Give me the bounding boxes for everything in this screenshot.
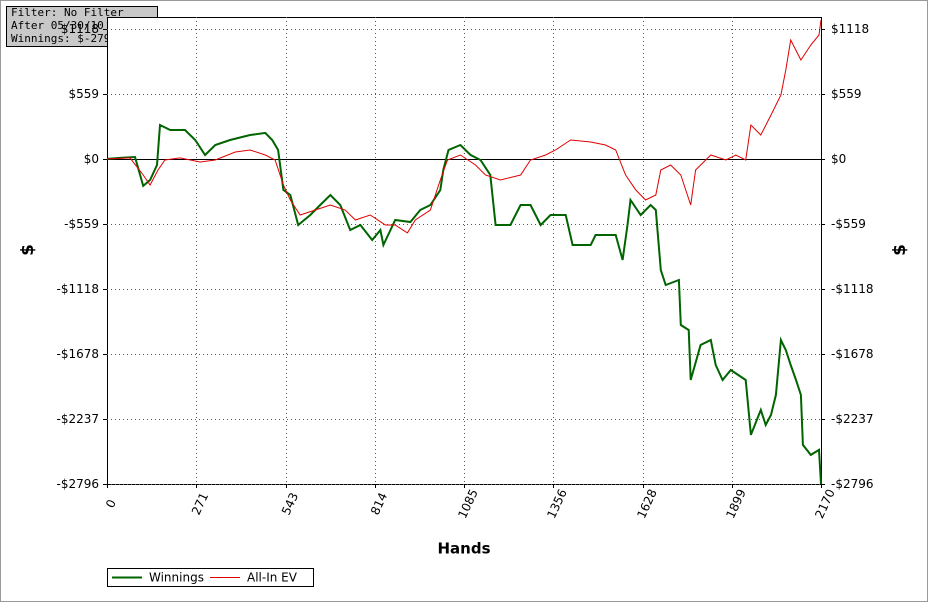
y2-tick-label: $1118	[831, 22, 869, 36]
plot-area	[107, 17, 822, 485]
y2-tick-label: -$2237	[831, 412, 874, 426]
series-line	[106, 19, 822, 234]
series-line	[106, 123, 822, 485]
y2-tick-label: -$1118	[831, 282, 874, 296]
y-tick-label: -$2796	[56, 477, 99, 491]
y-axis-title: $	[18, 244, 38, 256]
y2-tick-label: $0	[831, 152, 846, 166]
x-axis-title: Hands	[437, 540, 490, 558]
y-tick-label: -$1678	[56, 347, 99, 361]
legend-label: Winnings	[149, 571, 204, 585]
y-tick-label: $0	[84, 152, 99, 166]
y2-tick-label: -$1678	[831, 347, 874, 361]
y2-tick-label: -$2796	[831, 477, 874, 491]
y2-tick-label: -$559	[831, 217, 866, 231]
y2-tick-label: $559	[831, 87, 862, 101]
legend-label: All-In EV	[247, 571, 298, 585]
y-tick-label: -$1118	[56, 282, 99, 296]
y2-axis-title: $	[890, 244, 910, 256]
info-filter: Filter: No Filter	[11, 6, 124, 19]
info-winnings: Winnings: $-2796.20	[11, 32, 137, 45]
y-tick-label: -$559	[64, 217, 99, 231]
y-tick-label: $1118	[61, 22, 99, 36]
y-tick-label: $559	[68, 87, 99, 101]
y-tick-label: -$2237	[56, 412, 99, 426]
